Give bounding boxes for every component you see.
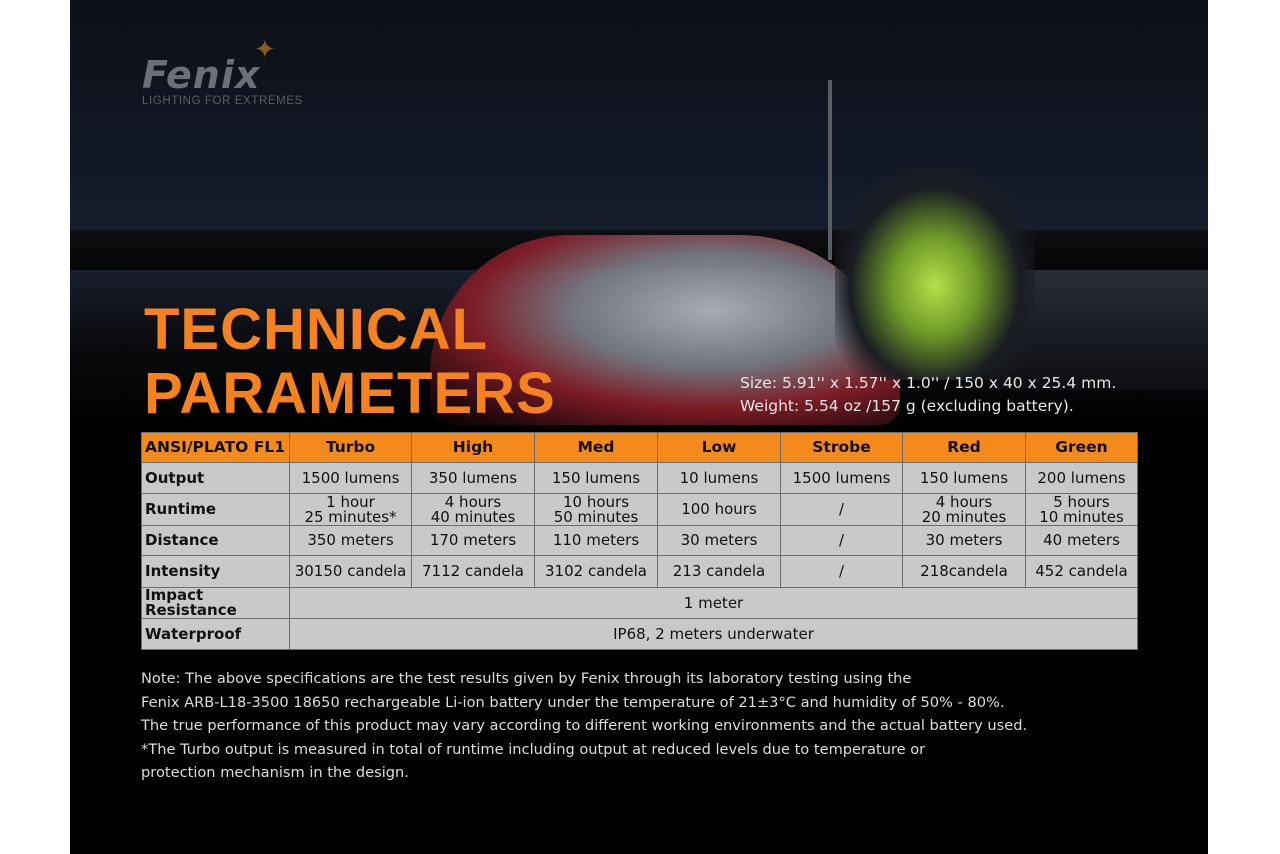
table-cell: 100 hours	[657, 493, 781, 526]
page-title: TECHNICAL PARAMETERS	[144, 298, 556, 426]
cell-line: 40 minutes	[430, 507, 516, 526]
header-mode: High	[411, 432, 535, 463]
header-mode: Green	[1025, 432, 1138, 463]
table-cell: 150 lumens	[534, 462, 658, 494]
table-cell: 5 hours 10 minutes	[1025, 492, 1138, 526]
cell-line: 10 hours	[562, 492, 630, 511]
row-label: Intensity	[141, 555, 290, 588]
table-row: Output 1500 lumens 350 lumens 150 lumens 10 …	[141, 462, 1138, 494]
table-cell: /	[780, 525, 903, 556]
table-cell: 10 lumens	[657, 462, 781, 494]
table-cell: 1500 lumens	[289, 462, 412, 494]
table-row: Intensity 30150 candela 7112 candela 3102 c…	[141, 555, 1138, 588]
title-line-2: PARAMETERS	[144, 361, 556, 426]
table-cell: 200 lumens	[1025, 462, 1138, 494]
row-label: Output	[141, 462, 290, 494]
table-cell: 110 meters	[534, 525, 658, 556]
table-cell: 10 hours 50 minutes	[534, 492, 658, 526]
table-cell: /	[780, 555, 903, 588]
cell-line: 5 hours	[1053, 492, 1110, 511]
table-header-row: ANSI/PLATO FL1 Turbo High Med Low Strobe Red Gr…	[141, 432, 1138, 463]
row-label: Impact Resistance	[141, 587, 290, 619]
table-cell: /	[780, 493, 903, 526]
title-line-1: TECHNICAL	[144, 297, 489, 362]
cell-line: 50 minutes	[553, 507, 639, 526]
street-lamp	[828, 80, 832, 260]
header-mode: Med	[534, 432, 658, 463]
table-cell: 218candela	[902, 555, 1026, 588]
row-label: Waterproof	[141, 618, 290, 650]
logo-tagline: LIGHTING FOR EXTREMES	[142, 95, 303, 107]
cell-line: 4 hours	[935, 492, 993, 511]
table-cell: 350 lumens	[411, 462, 535, 494]
note-line: *The Turbo output is measured in total o…	[141, 740, 926, 758]
car-image	[430, 235, 900, 425]
header-standard: ANSI/PLATO FL1	[141, 432, 290, 463]
cell-line: 25 minutes*	[304, 507, 397, 526]
note-line: The true performance of this product may…	[141, 717, 1028, 734]
cell-line: /	[838, 500, 845, 518]
row-label: Runtime	[141, 493, 290, 526]
table-cell: 30 meters	[657, 525, 781, 556]
size-text: Size: 5.91'' x 1.57'' x 1.0'' / 150 x 40…	[740, 374, 1117, 392]
spec-table: ANSI/PLATO FL1 Turbo High Med Low Strobe Red Gr…	[141, 432, 1138, 650]
cell-line: 20 minutes	[921, 507, 1007, 526]
table-row: Distance 350 meters 170 meters 110 meters 30…	[141, 525, 1138, 556]
officer-image	[835, 170, 1035, 380]
table-cell: 350 meters	[289, 525, 412, 556]
dimensions: Size: 5.91'' x 1.57'' x 1.0'' / 150 x 40…	[740, 372, 1116, 418]
table-row: Runtime 1 hour 25 minutes* 4 hours 40 minute…	[141, 492, 1138, 526]
note-line: Note: The above specifications are the t…	[141, 670, 912, 687]
logo-wordmark: Fenix	[142, 53, 261, 97]
weight-text: Weight: 5.54 oz /157 g (excluding batter…	[740, 397, 1074, 415]
table-cell: 4 hours 40 minutes	[411, 492, 535, 526]
table-cell: 30 meters	[902, 525, 1026, 556]
table-cell: 170 meters	[411, 525, 535, 556]
star-icon: ✦	[254, 35, 276, 65]
table-cell: 30150 candela	[289, 555, 412, 588]
note-line: Fenix ARB-L18-3500 18650 rechargeable Li…	[141, 693, 1005, 711]
fenix-logo: ✦ Fenix LIGHTING FOR EXTREMES	[142, 35, 303, 107]
table-cell: 40 meters	[1025, 525, 1138, 556]
note-line: protection mechanism in the design.	[141, 764, 409, 781]
table-cell: 7112 candela	[411, 555, 535, 588]
table-row-impact: Impact Resistance 1 meter	[141, 587, 1138, 619]
table-cell: 452 candela	[1025, 555, 1138, 588]
cell-line: 100 hours	[681, 500, 757, 518]
cell-line: 4 hours	[444, 492, 502, 511]
table-row-waterproof: Waterproof IP68, 2 meters underwater	[141, 618, 1138, 650]
table-cell: 1 meter	[289, 587, 1138, 619]
header-mode: Turbo	[289, 432, 412, 463]
product-banner: ✦ Fenix LIGHTING FOR EXTREMES TECHNICAL …	[70, 0, 1208, 854]
header-mode: Strobe	[780, 432, 903, 463]
footnote: Note: The above specifications are the t…	[141, 667, 1027, 785]
cell-line: 1 hour	[326, 492, 375, 511]
row-label: Distance	[141, 525, 290, 556]
cell-line: 10 minutes	[1039, 507, 1124, 526]
table-cell: 213 candela	[657, 555, 781, 588]
table-cell: 1 hour 25 minutes*	[289, 492, 412, 526]
table-cell: 150 lumens	[902, 462, 1026, 494]
table-cell: 4 hours 20 minutes	[902, 492, 1026, 526]
table-cell: 1500 lumens	[780, 462, 903, 494]
header-mode: Low	[657, 432, 781, 463]
table-cell: 3102 candela	[534, 555, 658, 588]
header-mode: Red	[902, 432, 1026, 463]
table-cell: IP68, 2 meters underwater	[289, 618, 1138, 650]
